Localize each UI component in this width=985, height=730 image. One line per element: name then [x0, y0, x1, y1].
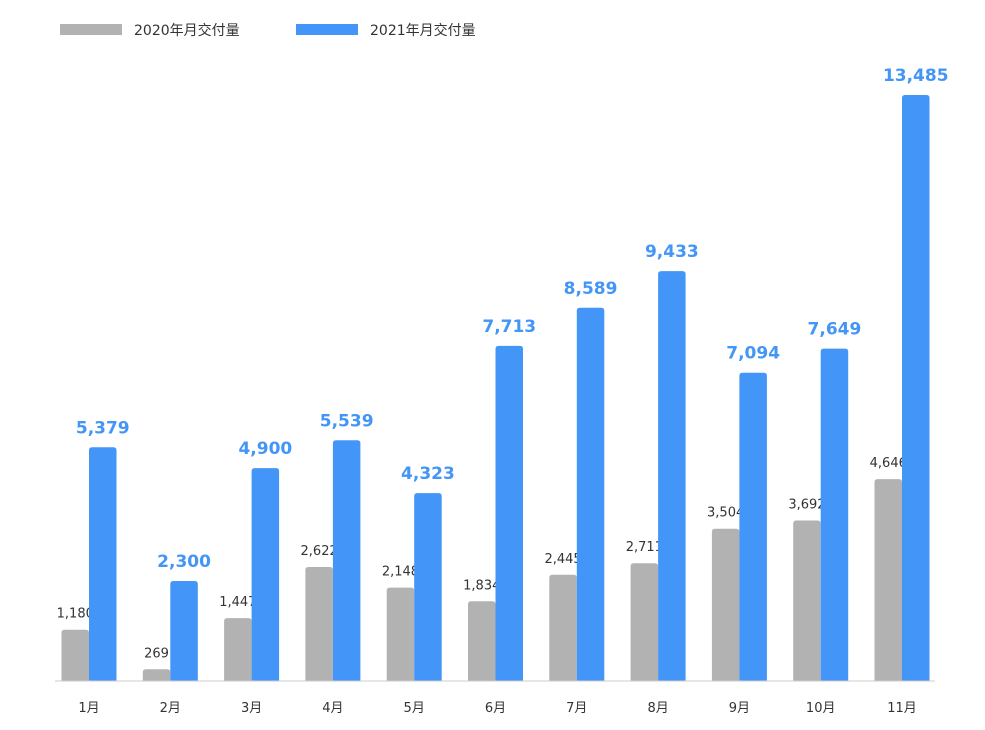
bar-2021-9 — [739, 372, 767, 681]
data-label-2021-2: 2,300 — [157, 552, 211, 572]
bar-2021-4 — [332, 440, 361, 681]
data-label-2020-5: 2,148 — [382, 565, 419, 580]
data-label-2020-6: 1,834 — [463, 578, 500, 593]
x-tick-label-5: 5月 — [404, 701, 425, 716]
x-tick-label-2: 2月 — [160, 701, 181, 716]
data-label-2021-7: 8,589 — [564, 279, 618, 299]
bar-2020-5 — [386, 587, 415, 681]
legend-label-2: 2021年月交付量 — [370, 22, 476, 39]
legend-swatch-1 — [60, 24, 122, 35]
bar-2020-1 — [61, 629, 89, 681]
data-label-2020-10: 3,692 — [788, 498, 825, 513]
bar-2020-9 — [711, 528, 740, 681]
x-tick-label-1: 1月 — [78, 701, 99, 716]
bar-2020-8 — [630, 563, 659, 681]
data-label-2020-2: 269 — [144, 646, 169, 661]
data-label-2021-9: 7,094 — [726, 344, 780, 364]
bar-2021-11 — [902, 95, 930, 681]
bar-2020-4 — [305, 567, 333, 681]
data-label-2020-3: 1,447 — [219, 595, 256, 610]
legend-label-1: 2020年月交付量 — [134, 22, 240, 39]
x-tick-label-10: 10月 — [806, 701, 836, 716]
bar-2021-6 — [495, 345, 523, 681]
bar-2021-10 — [820, 348, 849, 681]
bar-2021-3 — [251, 468, 280, 681]
data-label-2021-1: 5,379 — [76, 418, 130, 438]
bar-2021-2 — [170, 581, 198, 681]
bar-2020-2 — [142, 669, 171, 681]
data-label-2020-9: 3,504 — [707, 506, 744, 521]
data-label-2021-10: 7,649 — [808, 320, 862, 340]
bar-2020-11 — [874, 479, 902, 681]
data-label-2020-8: 2,711 — [626, 540, 663, 555]
x-tick-label-9: 9月 — [729, 701, 750, 716]
bar-2020-7 — [549, 574, 577, 681]
data-label-2021-8: 9,433 — [645, 242, 699, 262]
data-label-2021-3: 4,900 — [238, 439, 292, 459]
bar-2021-1 — [89, 447, 117, 681]
data-label-2021-11: 13,485 — [883, 66, 949, 86]
data-label-2021-5: 4,323 — [401, 464, 455, 484]
bar-2020-10 — [793, 520, 821, 681]
data-label-2020-1: 1,180 — [57, 607, 94, 622]
bar-2021-5 — [414, 493, 442, 681]
data-label-2021-4: 5,539 — [320, 411, 374, 431]
bar-2020-6 — [468, 601, 496, 681]
x-tick-label-3: 3月 — [241, 701, 262, 716]
x-tick-labels: 1月 2月 3月 4月 5月 6月 7月 8月 9月 10月 11月 — [78, 701, 916, 716]
x-tick-label-11: 11月 — [887, 701, 917, 716]
bar-2020-3 — [224, 618, 252, 681]
x-tick-label-6: 6月 — [485, 701, 506, 716]
data-label-2020-4: 2,622 — [301, 544, 338, 559]
data-label-2021-6: 7,713 — [482, 317, 536, 337]
data-label-2020-11: 4,646 — [870, 456, 907, 471]
bar-2021-8 — [658, 271, 686, 681]
x-tick-label-4: 4月 — [322, 701, 343, 716]
legend-swatch-2 — [296, 24, 358, 35]
bar-2021-7 — [576, 307, 605, 681]
x-tick-label-8: 8月 — [647, 701, 668, 716]
bars: 1,180 5,379 269 2,300 1,447 4,900 2,622 5,539 2,… — [57, 66, 949, 681]
data-label-2020-7: 2,445 — [544, 552, 581, 567]
x-tick-label-7: 7月 — [566, 701, 587, 716]
legend: 2020年月交付量 2021年月交付量 — [60, 22, 476, 39]
